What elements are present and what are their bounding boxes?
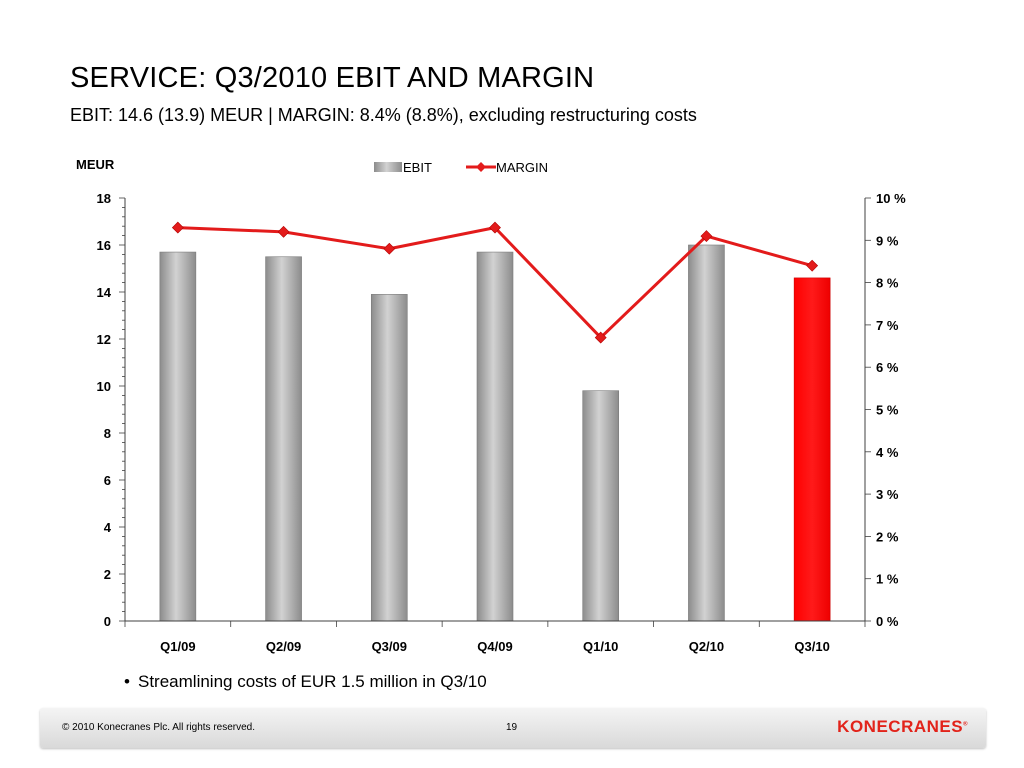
margin-point-3 bbox=[489, 221, 501, 234]
margin-point-4 bbox=[594, 331, 607, 344]
legend-ebit-label: EBIT bbox=[403, 160, 432, 175]
margin-point-5 bbox=[700, 230, 713, 242]
page-number: 19 bbox=[506, 722, 518, 733]
bar-ebit-2 bbox=[370, 294, 408, 622]
legend-ebit-swatch bbox=[374, 162, 402, 172]
y2-tick-label: 8 % bbox=[876, 276, 899, 291]
page-subtitle: EBIT: 14.6 (13.9) MEUR | MARGIN: 8.4% (8… bbox=[70, 105, 697, 125]
legend: EBIT MARGIN bbox=[374, 160, 548, 175]
y-tick-label: 10 bbox=[97, 379, 111, 394]
margin-point-0 bbox=[171, 221, 184, 234]
copyright: © 2010 Konecranes Plc. All rights reserv… bbox=[62, 722, 256, 733]
y2-tick-label: 5 % bbox=[876, 403, 899, 418]
bullet-text: Streamlining costs of EUR 1.5 million in… bbox=[138, 672, 487, 691]
bar-ebit-4 bbox=[582, 390, 620, 622]
bar-ebit-1 bbox=[265, 256, 302, 622]
y2-tick-label: 10 % bbox=[876, 191, 906, 206]
y-tick-label: 16 bbox=[97, 238, 111, 253]
y2-tick-label: 2 % bbox=[876, 529, 899, 544]
bullet-item: • Streamlining costs of EUR 1.5 million i… bbox=[124, 672, 487, 692]
y-tick-label: 12 bbox=[97, 332, 111, 347]
y-tick-label: 4 bbox=[104, 520, 112, 535]
plot-area: 0 2 4 6 8 10 12 14 16 18 0 % 1 % 2 % 3 % 4 % 5 % 6 % 7 % 8… bbox=[97, 191, 907, 654]
y2-tick-label: 7 % bbox=[876, 318, 899, 333]
y-tick-label: 18 bbox=[97, 191, 111, 206]
x-tick-label: Q3/09 bbox=[372, 639, 407, 654]
x-tick-label: Q4/09 bbox=[477, 639, 512, 654]
bar-ebit-3 bbox=[476, 251, 514, 622]
x-tick-label: Q2/09 bbox=[266, 639, 301, 654]
y-tick-label: 14 bbox=[97, 285, 112, 300]
bar-ebit-0 bbox=[159, 251, 197, 622]
bar-ebit-6 bbox=[793, 277, 831, 622]
logo-text: KONECRANES bbox=[837, 717, 964, 736]
x-tick-label: Q1/10 bbox=[583, 639, 618, 654]
y-tick-label: 6 bbox=[104, 473, 111, 488]
margin-point-2 bbox=[383, 242, 396, 255]
y2-tick-label: 6 % bbox=[876, 360, 899, 375]
y-tick-label: 8 bbox=[104, 426, 111, 441]
y2-tick-label: 4 % bbox=[876, 445, 899, 460]
y-tick-label: 2 bbox=[104, 567, 111, 582]
margin-point-6 bbox=[806, 259, 819, 272]
bullet-dot: • bbox=[124, 672, 130, 691]
konecranes-logo: KONECRANES® bbox=[837, 717, 968, 736]
y2-tick-label: 3 % bbox=[876, 487, 899, 502]
margin-point-1 bbox=[277, 225, 290, 238]
footer-bar: © 2010 Konecranes Plc. All rights reserv… bbox=[40, 708, 986, 748]
bar-ebit-5 bbox=[688, 244, 725, 622]
ebit-margin-chart: MEUR EBIT MARGIN 0 2 4 6 8 10 12 14 16 18 0 % 1 % 2 … bbox=[76, 157, 907, 654]
page-title: SERVICE: Q3/2010 EBIT AND MARGIN bbox=[70, 62, 595, 94]
y2-tick-label: 9 % bbox=[876, 233, 899, 248]
legend-margin-label: MARGIN bbox=[496, 160, 548, 175]
x-tick-label: Q3/10 bbox=[794, 639, 829, 654]
x-tick-label: Q2/10 bbox=[689, 639, 724, 654]
y-tick-label: 0 bbox=[104, 614, 111, 629]
y2-tick-label: 0 % bbox=[876, 614, 899, 629]
y-axis-label: MEUR bbox=[76, 157, 115, 172]
y2-tick-label: 1 % bbox=[876, 572, 899, 587]
legend-margin-marker bbox=[476, 162, 486, 172]
x-tick-label: Q1/09 bbox=[160, 639, 195, 654]
